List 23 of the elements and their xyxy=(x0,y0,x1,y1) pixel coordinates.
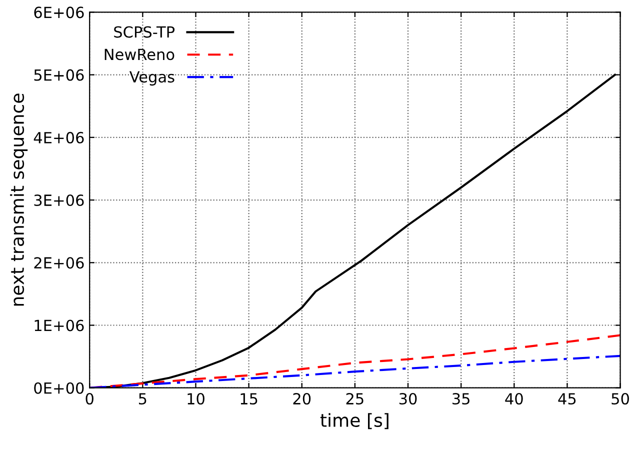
x-tick-label: 20 xyxy=(293,392,311,405)
x-tick-label: 30 xyxy=(399,392,417,405)
y-tick-label: 1E+06 xyxy=(34,320,84,332)
y-axis-title: next transmit sequence xyxy=(10,94,28,306)
x-tick-label: 45 xyxy=(558,393,576,405)
y-tick-label: 0E+00 xyxy=(34,382,84,394)
x-tick-label: 25 xyxy=(346,392,364,405)
x-tick-label: 50 xyxy=(612,392,629,405)
x-tick-label: 40 xyxy=(505,392,523,405)
y-tick-label: 4E+06 xyxy=(34,132,84,144)
x-axis-title: time [s] xyxy=(320,413,388,430)
legend-label: SCPS-TP xyxy=(114,26,175,38)
legend-label: Vegas xyxy=(129,71,174,86)
y-tick-label: 3E+06 xyxy=(34,194,84,206)
x-tick-label: 5 xyxy=(138,393,146,405)
x-tick-label: 0 xyxy=(86,392,94,405)
x-tick-label: 10 xyxy=(188,392,204,405)
y-tick-label: 2E+06 xyxy=(34,257,84,269)
y-tick-label: 5E+06 xyxy=(34,69,84,81)
legend-label: NewReno xyxy=(104,48,174,60)
x-tick-label: 15 xyxy=(240,393,258,405)
x-tick-label: 35 xyxy=(452,392,470,405)
y-tick-label: 6E+06 xyxy=(34,6,84,18)
